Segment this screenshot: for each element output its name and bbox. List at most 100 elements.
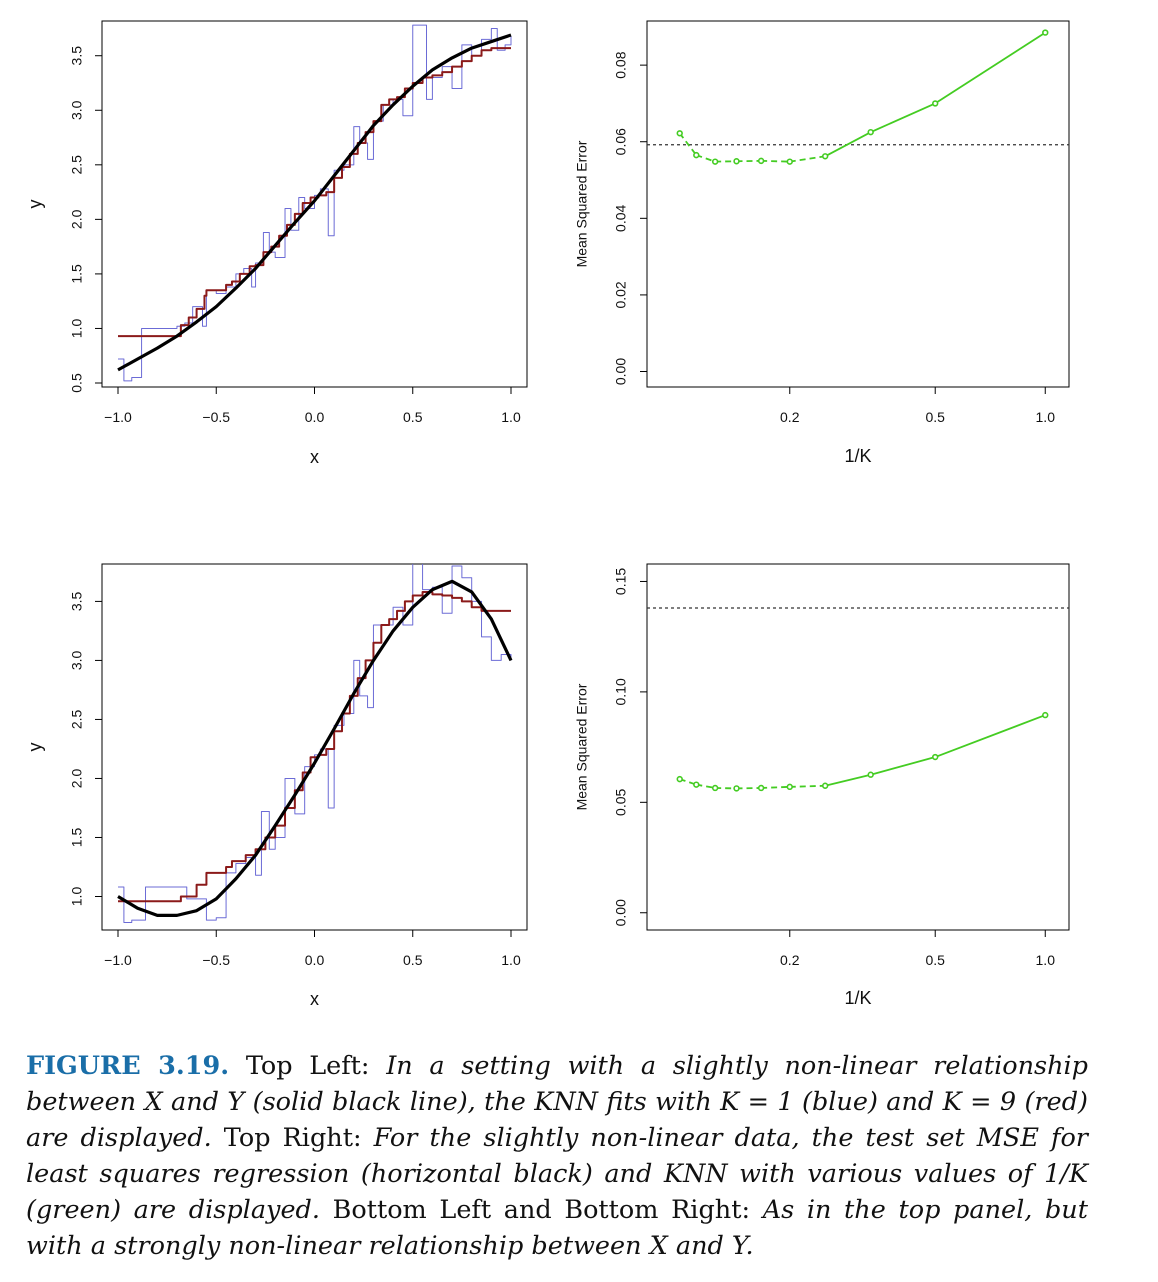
y-tick-label: 0.00	[613, 358, 629, 385]
y-tick-label: 0.5	[69, 373, 85, 393]
caption-italic-2: For the slightly non-linear data, the te…	[26, 1123, 1088, 1225]
mse-point	[821, 153, 829, 160]
y-tick-label: 3.5	[69, 591, 85, 611]
mse-point	[693, 781, 700, 788]
x-tick-label: 0.5	[925, 409, 945, 425]
knn-k9-line	[118, 590, 511, 903]
mse-point	[676, 775, 683, 783]
plot-frame	[101, 563, 528, 931]
mse-segment	[789, 155, 826, 163]
y-tick-label: 1.5	[69, 828, 85, 848]
y-axis-title: y	[25, 200, 45, 209]
y-tick-label: 0.06	[613, 128, 629, 155]
y-tick-label: 2.0	[69, 769, 85, 789]
mse-point	[733, 785, 740, 792]
caption-italic-3: As in the top panel, but with a strongly…	[26, 1195, 1088, 1261]
y-tick-label: 3.0	[69, 100, 85, 120]
panel-top-right: 0.2 0.5 1.0 0.00 0.02 0.04 0.06 0.08 1/K Mean Squ…	[574, 20, 1070, 466]
caption-italic-1: In a setting with a slightly non-linear …	[26, 1051, 1088, 1153]
x-axis-title: x	[310, 989, 319, 1009]
mse-point	[711, 784, 719, 792]
y-tick-label: 3.0	[69, 650, 85, 670]
y-tick-label: 2.0	[69, 209, 85, 229]
x-tick-label: −0.5	[202, 409, 230, 425]
x-axis-title: 1/K	[844, 446, 871, 466]
figure-number: FIGURE 3.19.	[26, 1051, 230, 1081]
figure-svg: −1.0 −0.5 0.0 0.5 1.0 0.5 1.0 1.5 2.0 2.5 3.0 3.5 x y…	[25, 20, 1070, 1009]
plot-frame	[646, 20, 1070, 388]
y-axis-title: Mean Squared Error	[574, 140, 590, 267]
panel-bottom-left: −1.0 −0.5 0.0 0.5 1.0 1.0 1.5 2.0 2.5 3.0 3.5 x y	[25, 563, 528, 1009]
mse-segment	[870, 756, 936, 776]
mse-segment	[761, 159, 790, 163]
mse-segment	[934, 31, 1046, 105]
mse-point	[733, 158, 740, 165]
mse-point	[1042, 711, 1049, 719]
true-function-line	[117, 579, 513, 917]
x-tick-label: 1.0	[1036, 952, 1056, 968]
mse-point	[757, 784, 765, 792]
x-tick-label: 0.5	[403, 409, 423, 425]
mse-point	[786, 158, 793, 165]
x-tick-label: 0.2	[780, 409, 800, 425]
mse-point	[932, 100, 939, 107]
mse-segment	[824, 773, 871, 787]
y-tick-label: 0.08	[613, 51, 629, 78]
mse-segment	[695, 154, 716, 163]
x-tick-label: 1.0	[501, 952, 521, 968]
plot-area	[117, 24, 512, 382]
true-function-line	[117, 33, 512, 372]
mse-point	[867, 128, 874, 136]
mse-segment	[934, 714, 1046, 758]
x-tick-label: 0.0	[305, 952, 325, 968]
x-tick-label: 1.0	[501, 409, 521, 425]
x-tick-label: −1.0	[104, 409, 132, 425]
mse-point	[821, 782, 829, 789]
caption-part-2: Top Right:	[211, 1123, 374, 1153]
mse-point	[676, 130, 683, 137]
panel-top-left: −1.0 −0.5 0.0 0.5 1.0 0.5 1.0 1.5 2.0 2.5 3.0 3.5 x y	[25, 20, 528, 467]
y-axis-title: y	[25, 743, 45, 752]
mse-point	[711, 158, 719, 165]
y-tick-label: 0.02	[613, 281, 629, 308]
plot-area	[647, 607, 1069, 792]
y-tick-label: 0.10	[613, 678, 629, 705]
y-tick-label: 1.0	[69, 319, 85, 339]
x-axis-title: 1/K	[844, 988, 871, 1008]
figure-caption: FIGURE 3.19. Top Left: In a setting with…	[26, 1048, 1088, 1264]
mse-segment	[761, 785, 790, 789]
mse-point	[786, 783, 793, 791]
x-tick-label: 0.0	[305, 409, 325, 425]
x-axis-title: x	[310, 447, 319, 467]
y-tick-label: 0.00	[613, 899, 629, 926]
y-tick-label: 0.04	[613, 204, 629, 231]
mse-segment	[789, 784, 826, 788]
mse-point	[867, 771, 874, 778]
mse-point	[1042, 29, 1049, 36]
mse-point	[757, 157, 765, 165]
plot-area	[117, 564, 513, 923]
y-tick-label: 3.5	[69, 46, 85, 66]
caption-part-3: Bottom Left and Bottom Right:	[319, 1195, 763, 1225]
y-tick-label: 0.15	[613, 568, 629, 595]
y-axis-title: Mean Squared Error	[574, 683, 590, 810]
plot-area	[647, 29, 1069, 165]
y-tick-label: 1.5	[69, 264, 85, 284]
x-tick-label: −0.5	[202, 952, 230, 968]
plot-frame	[646, 563, 1070, 931]
knn-k1-line	[118, 564, 512, 923]
y-tick-label: 2.5	[69, 710, 85, 730]
figure-area: −1.0 −0.5 0.0 0.5 1.0 0.5 1.0 1.5 2.0 2.5 3.0 3.5 x y…	[25, 20, 1070, 1009]
x-tick-label: −1.0	[104, 952, 132, 968]
x-tick-label: 0.5	[403, 952, 423, 968]
caption-part-1: Top Left:	[229, 1051, 387, 1081]
mse-segment	[870, 102, 936, 133]
y-tick-label: 0.05	[613, 788, 629, 815]
y-tick-label: 1.0	[69, 887, 85, 907]
y-tick-label: 2.5	[69, 155, 85, 175]
knn-k9-line	[118, 47, 511, 338]
mse-segment	[824, 131, 872, 158]
mse-segment	[679, 132, 698, 156]
x-tick-label: 0.5	[925, 952, 945, 968]
x-tick-label: 0.2	[780, 952, 800, 968]
